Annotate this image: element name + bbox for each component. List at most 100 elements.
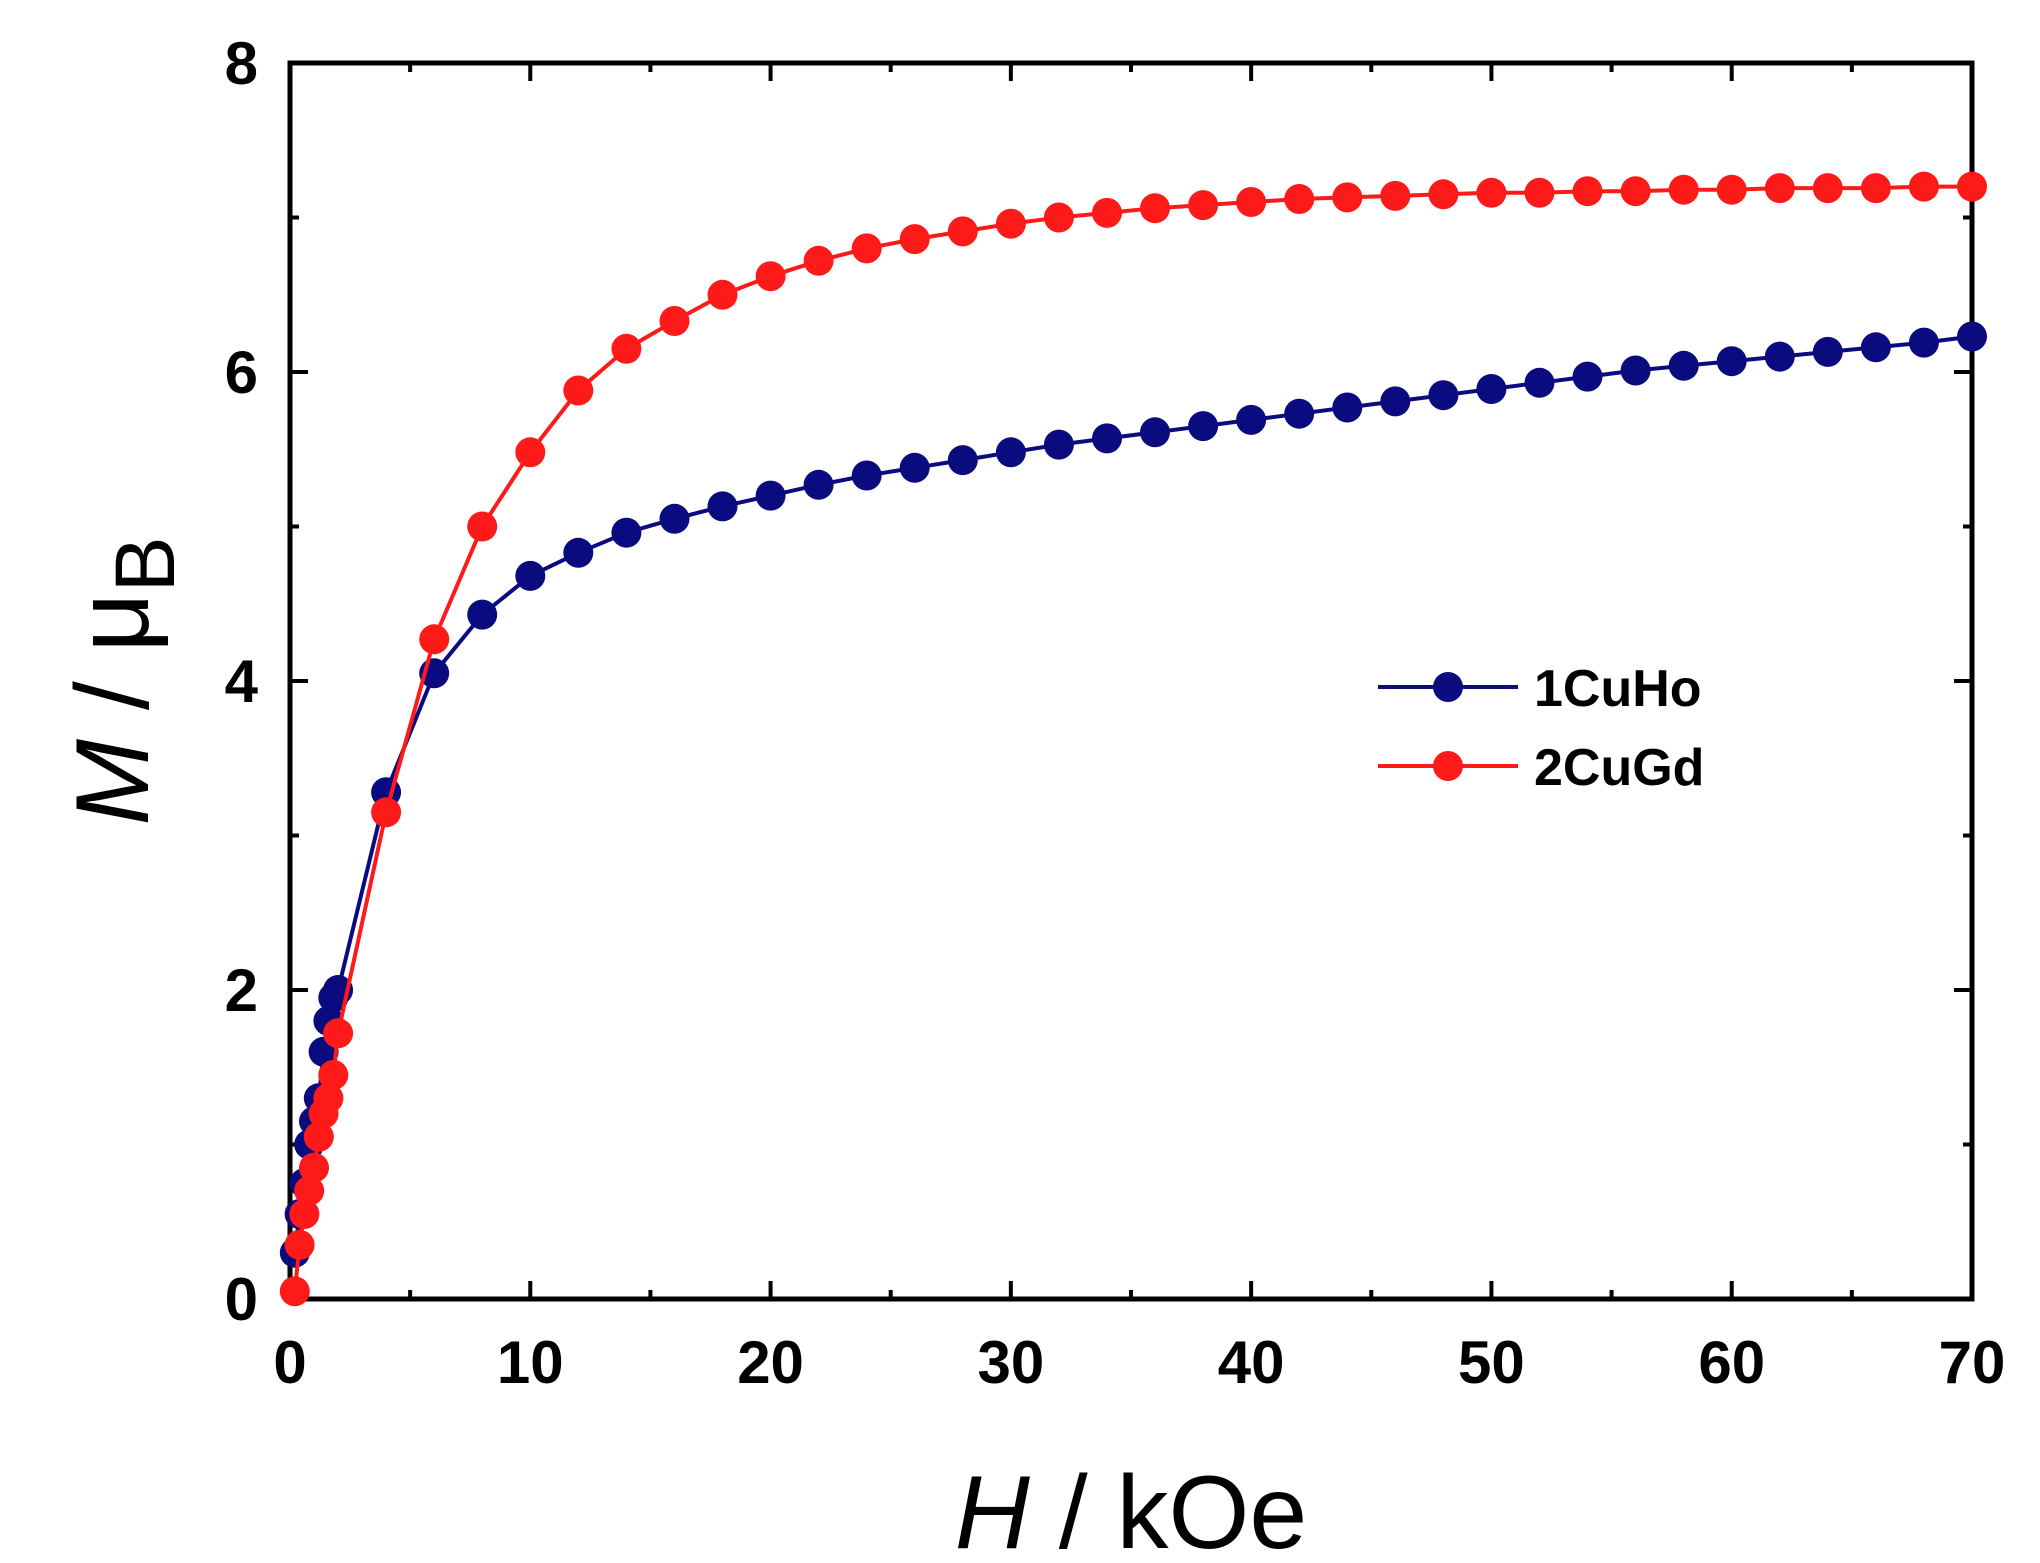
data-point-1CuHo (515, 560, 546, 591)
series-2CuGd (279, 171, 1987, 1307)
data-point-2CuGd (1764, 173, 1795, 204)
data-point-2CuGd (1236, 187, 1267, 217)
x-tick-label: 60 (1698, 1329, 1765, 1396)
legend-label-1CuHo: 1CuHo (1534, 660, 1702, 718)
data-point-2CuGd (1908, 171, 1939, 202)
data-point-1CuHo (1332, 392, 1363, 423)
data-point-1CuHo (1236, 404, 1267, 435)
x-tick-label: 30 (977, 1329, 1044, 1396)
data-point-1CuHo (1140, 417, 1170, 448)
data-point-2CuGd (659, 306, 690, 336)
y-axis-separator: / (55, 652, 171, 739)
data-point-1CuHo (1668, 350, 1699, 381)
y-tick-label: 6 (225, 339, 258, 406)
y-tick-label: 2 (225, 957, 258, 1024)
data-point-2CuGd (851, 233, 882, 264)
data-point-1CuHo (1476, 374, 1507, 404)
data-point-2CuGd (1188, 190, 1219, 221)
axis-tick-labels: 0 10 20 30 40 50 60 70 0 2 4 6 8 (225, 30, 2006, 1396)
data-point-2CuGd (1380, 180, 1411, 211)
y-axis-symbol: M (55, 739, 171, 826)
data-point-1CuHo (1716, 346, 1747, 377)
y-tick-label: 4 (225, 648, 259, 715)
y-tick-label: 8 (225, 30, 258, 97)
data-point-1CuHo (899, 452, 930, 483)
data-point-2CuGd (611, 333, 642, 364)
data-point-1CuHo (1620, 355, 1651, 386)
data-point-1CuHo (1764, 341, 1795, 372)
data-point-1CuHo (1957, 321, 1987, 352)
data-point-2CuGd (303, 1121, 334, 1152)
data-point-2CuGd (995, 208, 1026, 239)
data-point-2CuGd (371, 797, 402, 828)
legend-marker-1CuHo (1433, 672, 1463, 702)
data-point-2CuGd (755, 261, 786, 292)
data-point-1CuHo (1092, 423, 1122, 454)
data-point-2CuGd (1668, 174, 1699, 205)
data-point-2CuGd (1716, 174, 1747, 205)
data-point-2CuGd (563, 375, 594, 406)
data-point-2CuGd (1043, 202, 1074, 233)
data-point-1CuHo (611, 517, 642, 548)
data-point-2CuGd (1620, 176, 1651, 207)
x-tick-label: 50 (1458, 1329, 1525, 1396)
data-point-2CuGd (803, 245, 834, 276)
data-point-2CuGd (284, 1229, 315, 1260)
data-point-1CuHo (1812, 336, 1843, 367)
data-point-1CuHo (995, 437, 1026, 468)
data-point-2CuGd (707, 279, 738, 310)
data-point-1CuHo (851, 460, 882, 491)
legend-marker-2CuGd (1433, 751, 1463, 781)
data-point-2CuGd (1092, 197, 1122, 228)
x-tick-label: 20 (737, 1329, 804, 1396)
data-point-2CuGd (1284, 184, 1315, 214)
data-point-1CuHo (659, 503, 690, 534)
data-point-1CuHo (755, 480, 786, 511)
legend-label-2CuGd: 2CuGd (1534, 739, 1704, 797)
data-point-1CuHo (1284, 398, 1315, 429)
data-point-1CuHo (1428, 380, 1459, 411)
data-point-1CuHo (1908, 327, 1939, 358)
data-point-2CuGd (899, 224, 930, 255)
data-point-1CuHo (1860, 332, 1891, 363)
data-point-2CuGd (467, 511, 498, 542)
data-point-1CuHo (707, 491, 738, 522)
data-point-2CuGd (323, 1018, 354, 1049)
data-point-1CuHo (563, 537, 594, 568)
data-point-2CuGd (419, 624, 450, 655)
series-1CuHo (279, 321, 1987, 1268)
x-axis-separator: / (1030, 1455, 1117, 1563)
data-point-2CuGd (318, 1060, 349, 1090)
data-point-2CuGd (299, 1152, 329, 1183)
data-point-2CuGd (1332, 182, 1363, 213)
data-point-2CuGd (1957, 171, 1987, 202)
data-point-1CuHo (1380, 386, 1411, 417)
y-axis-unit: μ (55, 592, 171, 652)
data-point-1CuHo (1188, 411, 1219, 442)
x-tick-label: 70 (1939, 1329, 2006, 1396)
y-axis-title: M / μB (55, 536, 192, 825)
series-line-1CuHo (292, 334, 1973, 1253)
data-point-2CuGd (289, 1199, 320, 1229)
data-point-2CuGd (313, 1083, 344, 1114)
data-point-2CuGd (1812, 173, 1843, 204)
data-point-1CuHo (1524, 367, 1555, 398)
x-tick-label: 40 (1218, 1329, 1285, 1396)
data-point-1CuHo (803, 469, 834, 500)
data-point-2CuGd (1140, 193, 1170, 224)
plot-frame (287, 60, 1975, 1302)
legend: 1CuHo 2CuGd (1378, 660, 1704, 797)
data-point-1CuHo (1572, 361, 1603, 392)
data-point-2CuGd (947, 216, 978, 247)
x-axis-unit: kOe (1117, 1455, 1308, 1563)
y-axis-unit-subscript: B (98, 536, 192, 592)
data-point-2CuGd (515, 437, 546, 468)
data-point-2CuGd (1572, 176, 1603, 207)
data-point-2CuGd (294, 1175, 325, 1206)
data-point-2CuGd (1476, 177, 1507, 208)
x-axis-title: H / kOe (955, 1455, 1308, 1563)
data-point-2CuGd (1524, 177, 1555, 208)
y-tick-label: 0 (225, 1266, 258, 1333)
x-tick-label: 0 (273, 1329, 306, 1396)
data-point-1CuHo (467, 599, 498, 630)
